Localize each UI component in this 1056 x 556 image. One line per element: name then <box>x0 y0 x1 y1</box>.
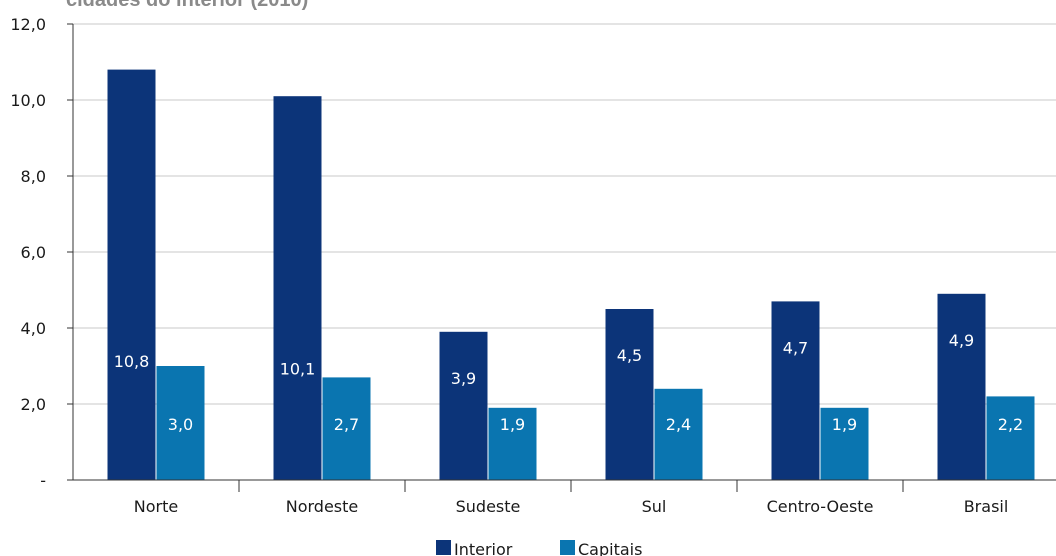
chart-title: cidades do interior (2010) <box>66 0 308 11</box>
axes: - 2,0 4,0 6,0 8,0 10,0 12,0 Norte Nordeste Sudest… <box>10 15 1056 516</box>
data-label-capitais-norte: 3,0 <box>168 415 193 434</box>
bar-interior-nordeste <box>273 96 322 480</box>
data-label-interior-norte: 10,8 <box>114 352 150 371</box>
data-label-capitais-brasil: 2,2 <box>998 415 1023 434</box>
y-tick-label: 10,0 <box>10 91 46 110</box>
data-label-capitais-nordeste: 2,7 <box>334 415 359 434</box>
x-tick-label-norte: Norte <box>134 497 178 516</box>
data-label-capitais-sudeste: 1,9 <box>500 415 525 434</box>
legend-label-capitais: Capitais <box>578 540 642 556</box>
bar-interior-norte <box>107 69 156 480</box>
data-label-interior-sudeste: 3,9 <box>451 369 476 388</box>
gridlines <box>73 23 1056 405</box>
legend-swatch-interior <box>436 540 451 555</box>
x-tick-label-brasil: Brasil <box>964 497 1009 516</box>
x-tick-label-sul: Sul <box>642 497 667 516</box>
bar-capitais-norte <box>156 366 205 480</box>
bar-capitais-sul <box>654 388 703 480</box>
bar-interior-sul <box>605 309 654 480</box>
data-label-capitais-centro-oeste: 1,9 <box>832 415 857 434</box>
bars <box>107 69 1035 480</box>
y-tick-label: 8,0 <box>21 167 46 186</box>
y-tick-label: - <box>40 471 46 490</box>
bar-capitais-brasil <box>986 396 1035 480</box>
bar-capitais-sudeste <box>488 407 537 480</box>
x-tick-label-sudeste: Sudeste <box>456 497 521 516</box>
data-label-capitais-sul: 2,4 <box>666 415 691 434</box>
y-tick-label: 12,0 <box>10 15 46 34</box>
y-tick-label: 2,0 <box>21 395 46 414</box>
legend-swatch-capitais <box>560 540 575 555</box>
bar-interior-sudeste <box>439 331 488 480</box>
x-tick-label-nordeste: Nordeste <box>286 497 359 516</box>
bar-capitais-centro-oeste <box>820 407 869 480</box>
x-tick-label-centro-oeste: Centro-Oeste <box>767 497 874 516</box>
bar-interior-brasil <box>937 293 986 480</box>
data-label-interior-nordeste: 10,1 <box>280 360 316 379</box>
legend: Interior Capitais <box>436 540 642 556</box>
legend-label-interior: Interior <box>454 540 513 556</box>
data-label-interior-brasil: 4,9 <box>949 331 974 350</box>
y-tick-label: 6,0 <box>21 243 46 262</box>
data-labels: 10,8 3,0 10,1 2,7 3,9 1,9 4,5 2,4 4,7 1,9 4,9 2,2 <box>114 331 1024 434</box>
bar-capitais-nordeste <box>322 377 371 480</box>
data-label-interior-centro-oeste: 4,7 <box>783 338 808 357</box>
y-tick-label: 4,0 <box>21 319 46 338</box>
data-label-interior-sul: 4,5 <box>617 346 642 365</box>
bar-interior-centro-oeste <box>771 301 820 480</box>
